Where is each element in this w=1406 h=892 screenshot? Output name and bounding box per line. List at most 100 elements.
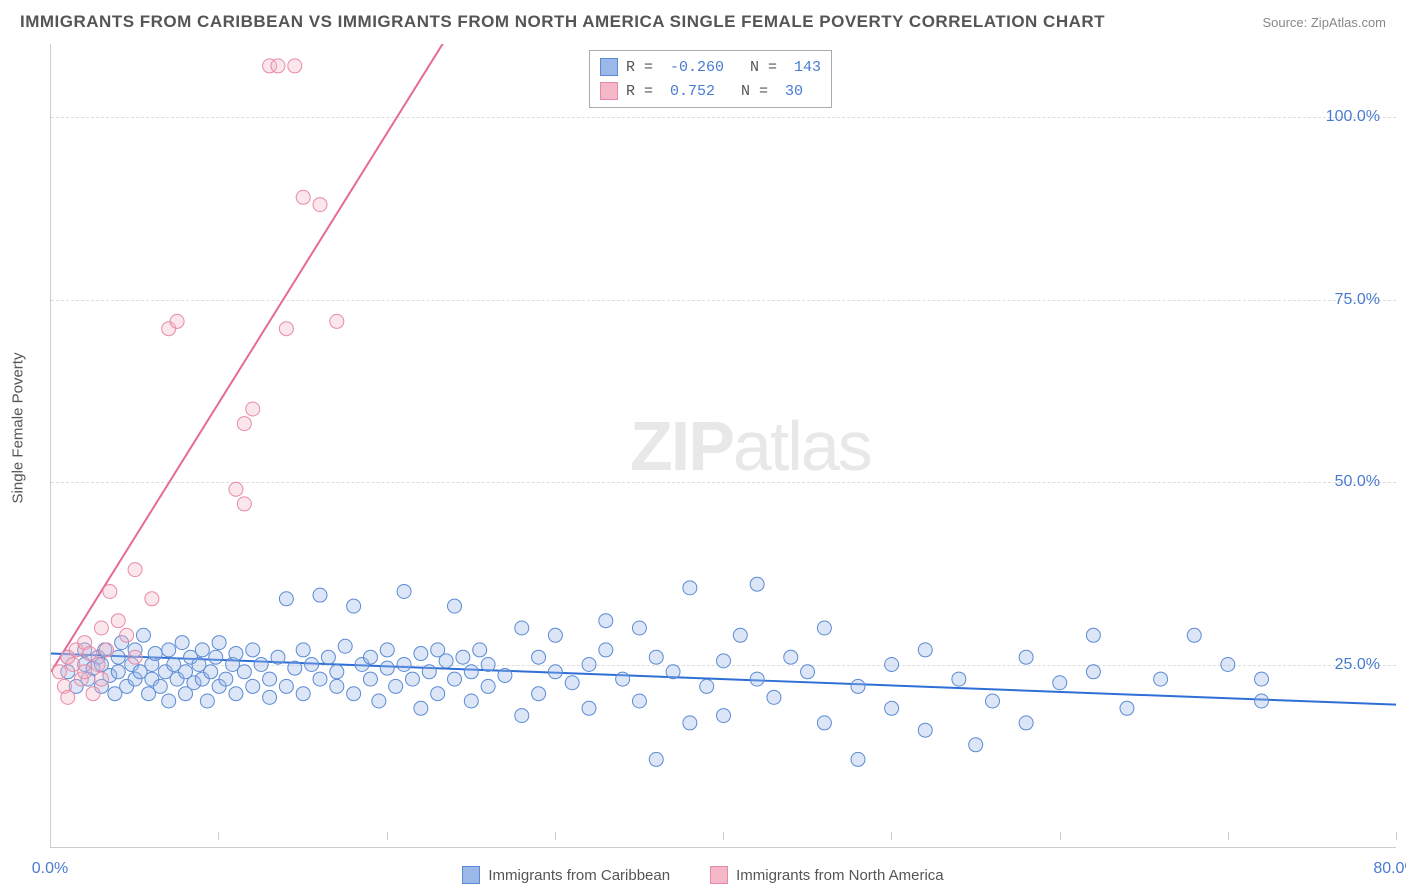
data-point-caribbean — [750, 672, 764, 686]
y-tick-label: 75.0% — [1335, 291, 1380, 309]
data-point-caribbean — [599, 614, 613, 628]
legend-swatch-1 — [462, 866, 480, 884]
data-point-caribbean — [405, 672, 419, 686]
data-point-caribbean — [1086, 665, 1100, 679]
data-point-caribbean — [414, 647, 428, 661]
y-tick-label: 25.0% — [1335, 656, 1380, 674]
x-tick — [891, 832, 892, 840]
data-point-caribbean — [649, 752, 663, 766]
corr-r-val-1: -0.260 — [670, 59, 724, 76]
data-point-caribbean — [347, 599, 361, 613]
data-point-caribbean — [481, 679, 495, 693]
data-point-caribbean — [279, 592, 293, 606]
data-point-caribbean — [582, 658, 596, 672]
x-tick — [723, 832, 724, 840]
data-point-north-america — [94, 621, 108, 635]
data-point-north-america — [170, 314, 184, 328]
data-point-caribbean — [111, 665, 125, 679]
data-point-caribbean — [986, 694, 1000, 708]
data-point-caribbean — [305, 658, 319, 672]
data-point-north-america — [288, 59, 302, 73]
data-point-caribbean — [439, 654, 453, 668]
data-point-caribbean — [565, 676, 579, 690]
data-point-caribbean — [313, 672, 327, 686]
legend-item-2: Immigrants from North America — [710, 866, 944, 884]
data-point-caribbean — [313, 588, 327, 602]
x-tick — [1396, 832, 1397, 840]
data-point-caribbean — [683, 716, 697, 730]
x-tick — [555, 832, 556, 840]
data-point-north-america — [61, 690, 75, 704]
x-tick — [50, 832, 51, 840]
chart-svg — [51, 44, 1396, 847]
chart-title: IMMIGRANTS FROM CARIBBEAN VS IMMIGRANTS … — [20, 12, 1105, 32]
data-point-caribbean — [279, 679, 293, 693]
data-point-caribbean — [649, 650, 663, 664]
corr-swatch-2 — [600, 82, 618, 100]
data-point-north-america — [246, 402, 260, 416]
data-point-caribbean — [548, 628, 562, 642]
data-point-caribbean — [632, 621, 646, 635]
data-point-north-america — [237, 417, 251, 431]
corr-row-2: R = 0.752 N = 30 — [600, 79, 821, 103]
data-point-caribbean — [263, 690, 277, 704]
data-point-caribbean — [473, 643, 487, 657]
data-point-north-america — [103, 585, 117, 599]
x-tick — [1060, 832, 1061, 840]
data-point-caribbean — [330, 679, 344, 693]
corr-r-val-2: 0.752 — [670, 83, 715, 100]
data-point-caribbean — [464, 665, 478, 679]
data-point-caribbean — [582, 701, 596, 715]
legend-swatch-2 — [710, 866, 728, 884]
data-point-caribbean — [885, 658, 899, 672]
data-point-caribbean — [532, 687, 546, 701]
data-point-caribbean — [338, 639, 352, 653]
data-point-caribbean — [717, 654, 731, 668]
data-point-caribbean — [136, 628, 150, 642]
data-point-caribbean — [200, 694, 214, 708]
data-point-caribbean — [515, 709, 529, 723]
data-point-caribbean — [263, 672, 277, 686]
data-point-caribbean — [422, 665, 436, 679]
data-point-caribbean — [632, 694, 646, 708]
data-point-caribbean — [666, 665, 680, 679]
data-point-caribbean — [389, 679, 403, 693]
data-point-caribbean — [700, 679, 714, 693]
data-point-north-america — [99, 643, 113, 657]
data-point-caribbean — [1019, 716, 1033, 730]
data-point-north-america — [330, 314, 344, 328]
data-point-caribbean — [683, 581, 697, 595]
x-tick — [218, 832, 219, 840]
data-point-caribbean — [1053, 676, 1067, 690]
data-point-caribbean — [1154, 672, 1168, 686]
data-point-north-america — [120, 628, 134, 642]
data-point-north-america — [52, 665, 66, 679]
data-point-caribbean — [801, 665, 815, 679]
corr-swatch-1 — [600, 58, 618, 76]
data-point-caribbean — [918, 723, 932, 737]
data-point-caribbean — [330, 665, 344, 679]
plot-wrap: ZIPatlas R = -0.260 N = 143 R = 0.752 N … — [50, 44, 1396, 848]
data-point-caribbean — [456, 650, 470, 664]
data-point-caribbean — [1086, 628, 1100, 642]
data-point-caribbean — [817, 716, 831, 730]
corr-n-val-2: 30 — [785, 83, 803, 100]
data-point-caribbean — [1255, 672, 1269, 686]
data-point-north-america — [78, 665, 92, 679]
data-point-caribbean — [204, 665, 218, 679]
data-point-caribbean — [347, 687, 361, 701]
data-point-caribbean — [1019, 650, 1033, 664]
data-point-caribbean — [969, 738, 983, 752]
correlation-box: R = -0.260 N = 143 R = 0.752 N = 30 — [589, 50, 832, 108]
source-label: Source: ZipAtlas.com — [1262, 15, 1386, 30]
y-tick-label: 100.0% — [1326, 108, 1380, 126]
data-point-caribbean — [246, 679, 260, 693]
data-point-caribbean — [767, 690, 781, 704]
data-point-caribbean — [548, 665, 562, 679]
data-point-caribbean — [481, 658, 495, 672]
data-point-caribbean — [733, 628, 747, 642]
data-point-north-america — [296, 190, 310, 204]
data-point-caribbean — [1221, 658, 1235, 672]
bottom-legend: Immigrants from Caribbean Immigrants fro… — [0, 866, 1406, 884]
trend-line-north-america — [51, 44, 488, 672]
